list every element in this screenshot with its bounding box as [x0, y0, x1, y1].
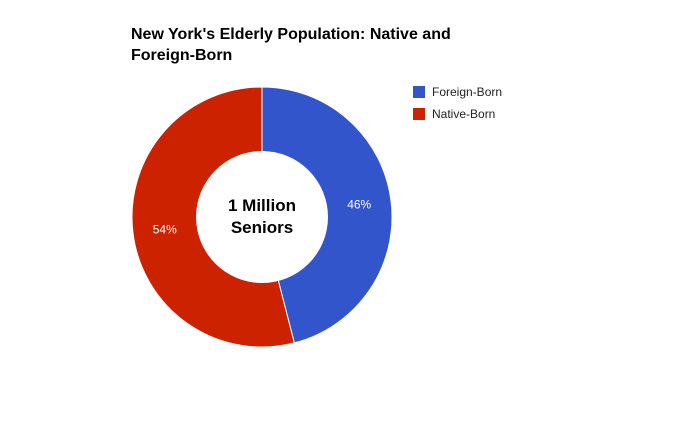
slice-label-foreign-born: 46%	[347, 198, 371, 212]
legend-swatch-native-born	[413, 108, 425, 120]
chart-title-line-1: New York's Elderly Population: Native an…	[131, 26, 451, 43]
legend-label-foreign-born: Foreign-Born	[432, 85, 503, 99]
legend: Foreign-Born Native-Born	[413, 82, 502, 126]
slice-label-native-born: 54%	[153, 222, 177, 236]
legend-label-native-born: Native-Born	[432, 107, 496, 121]
legend-swatch-foreign-born	[413, 86, 425, 98]
chart-title-line-2: Foreign-Born	[131, 47, 233, 64]
legend-item-foreign-born[interactable]: Foreign-Born	[413, 82, 502, 102]
legend-item-native-born[interactable]: Native-Born	[413, 104, 502, 124]
center-label-line-2: Seniors	[231, 218, 293, 237]
chart-title: New York's Elderly Population: Native an…	[131, 24, 491, 66]
center-label-line-1: 1 Million	[228, 196, 296, 215]
donut-hole	[196, 151, 328, 283]
